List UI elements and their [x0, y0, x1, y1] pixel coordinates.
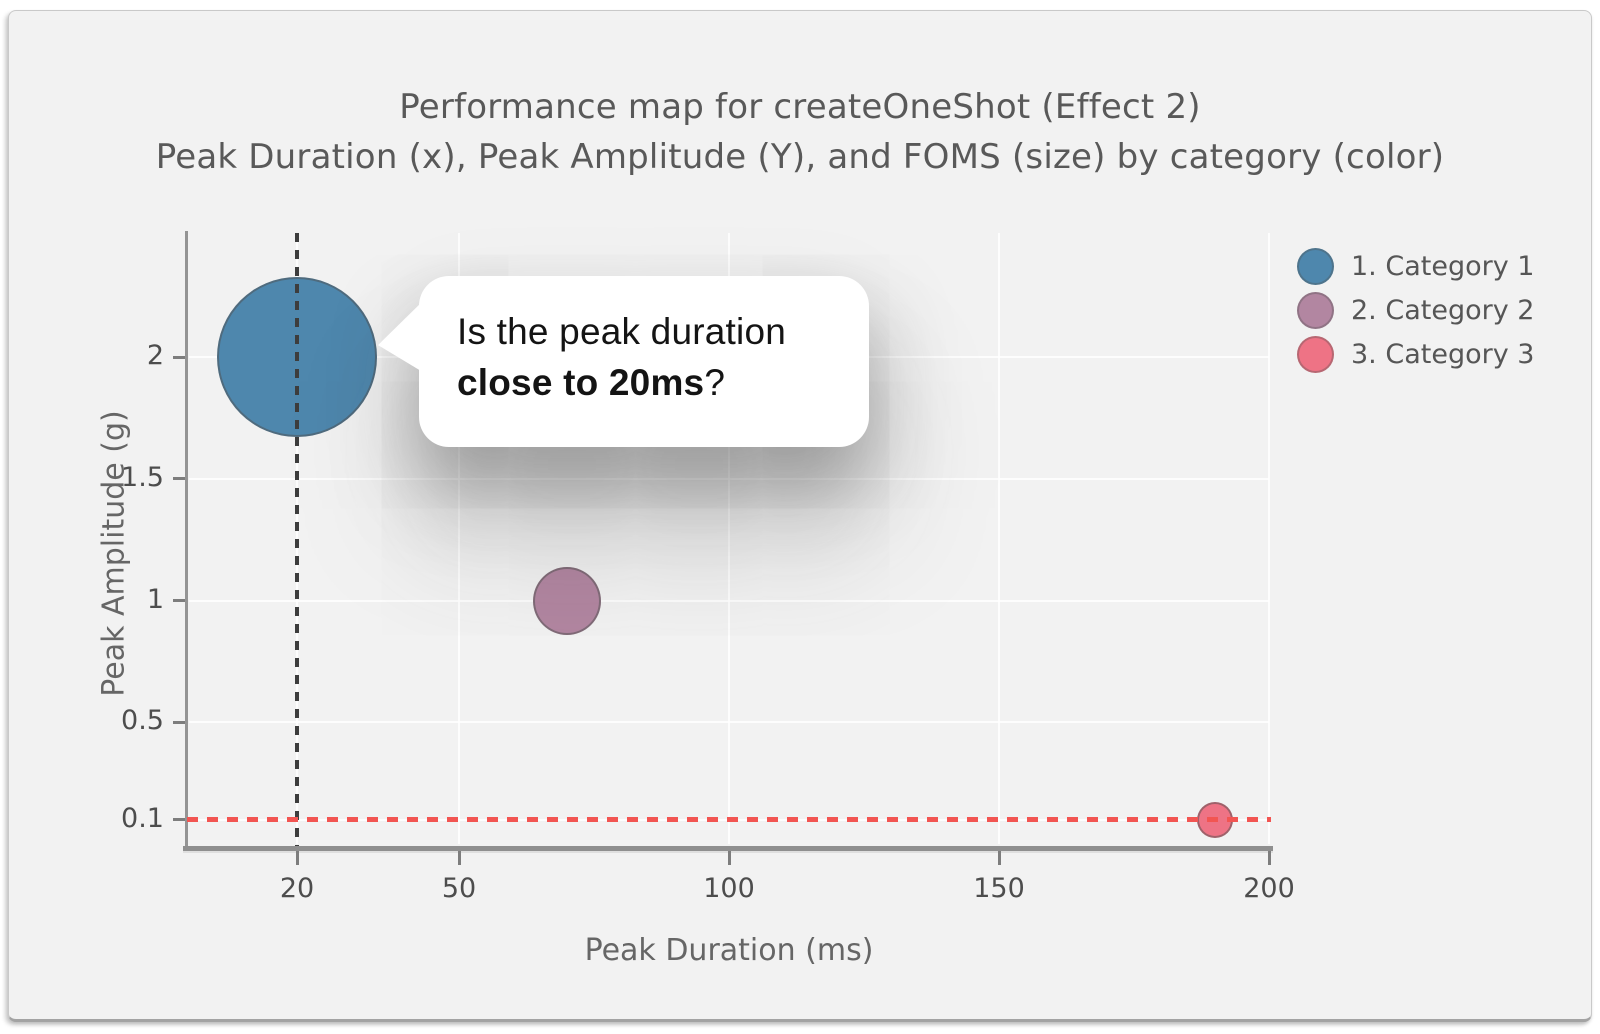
y-tick-label: 0.1	[121, 802, 164, 834]
legend: 1. Category 1 2. Category 2 3. Category 3	[1297, 248, 1534, 373]
x-tick-mark	[997, 851, 1001, 865]
x-gridline	[728, 233, 730, 844]
x-gridline	[998, 233, 1000, 844]
chart-title: Performance map for createOneShot (Effec…	[399, 87, 1201, 127]
y-gridline	[189, 721, 1269, 724]
legend-swatch-icon	[1297, 336, 1334, 373]
y-tick-mark	[173, 720, 185, 724]
legend-label: 2. Category 2	[1351, 295, 1535, 326]
horizontal-reference-line	[187, 817, 1271, 823]
y-tick-mark	[173, 599, 185, 603]
legend-label: 3. Category 3	[1351, 339, 1535, 370]
legend-item[interactable]: 3. Category 3	[1297, 336, 1534, 373]
y-tick-label: 1	[146, 583, 164, 615]
y-tick-mark	[173, 818, 185, 822]
tooltip-line1: Is the peak duration	[457, 311, 786, 352]
y-tick-label: 2	[146, 340, 164, 372]
x-tick-mark	[295, 851, 299, 865]
x-axis-title: Peak Duration (ms)	[584, 933, 874, 968]
y-gridline	[189, 477, 1269, 480]
x-tick-label: 200	[1243, 873, 1295, 904]
x-tick-mark	[1267, 851, 1271, 865]
y-tick-mark	[173, 477, 185, 481]
y-gridline	[189, 599, 1269, 602]
x-tick-label: 150	[973, 873, 1025, 904]
x-axis-baseline	[183, 846, 1273, 851]
legend-item[interactable]: 1. Category 1	[1297, 248, 1534, 285]
plot-area: 20 50 100 150 200 0.1 0.5 1 1.5 2	[121, 231, 1295, 904]
x-tick-label: 100	[703, 873, 755, 904]
x-tick-label: 50	[441, 873, 477, 904]
x-tick-mark	[457, 851, 461, 865]
legend-item[interactable]: 2. Category 2	[1297, 292, 1534, 329]
legend-swatch-icon	[1297, 292, 1334, 329]
x-tick-label: 20	[279, 873, 315, 904]
data-bubble[interactable]	[533, 566, 601, 635]
tooltip-callout: Is the peak duration close to 20ms?	[378, 276, 869, 447]
y-tick-label: 0.5	[121, 705, 164, 737]
tooltip-bold-text: close to 20ms	[457, 362, 705, 403]
y-tick-mark	[173, 355, 185, 359]
x-gridline	[1268, 233, 1270, 844]
tooltip-question-mark: ?	[704, 362, 726, 403]
vertical-reference-line	[295, 233, 299, 846]
x-tick-mark	[727, 851, 731, 865]
legend-swatch-icon	[1297, 248, 1334, 285]
y-axis-line	[185, 231, 188, 849]
y-tick-label: 1.5	[121, 461, 164, 493]
y-axis-title: Peak Amplitude (g)	[96, 410, 132, 697]
chart-subtitle: Peak Duration (x), Peak Amplitude (Y), a…	[155, 137, 1445, 177]
x-gridline	[458, 233, 460, 844]
chart-card: Performance map for createOneShot (Effec…	[8, 10, 1592, 1022]
legend-label: 1. Category 1	[1351, 251, 1535, 282]
tooltip-text: Is the peak duration close to 20ms?	[457, 306, 786, 408]
